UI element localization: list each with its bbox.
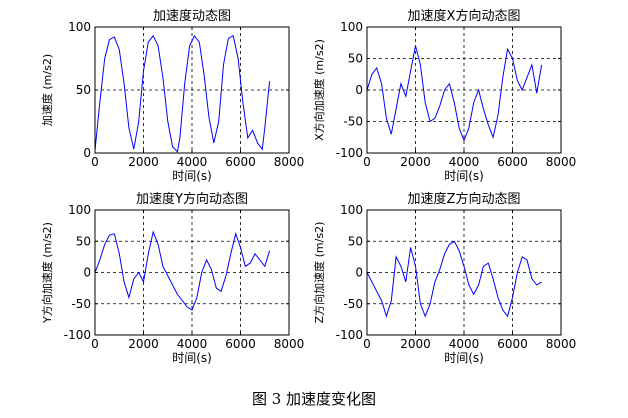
x-axis-label: 时间(s): [444, 169, 484, 183]
x-tick-label: 8000: [546, 337, 577, 351]
y-tick-label: 100: [340, 203, 363, 217]
y-axis-label: Y方向加速度 (m/s2): [40, 222, 54, 324]
y-tick-label: 0: [83, 266, 91, 280]
subplot-3: 0 2000 4000 6000 8000 -100 -50 0 50 100 加速度Y方向动态图时…: [40, 191, 304, 365]
y-tick-label: 50: [348, 234, 363, 248]
x-tick-label: 0: [91, 337, 99, 351]
x-tick-label: 2000: [128, 337, 159, 351]
x-tick-label: 2000: [400, 155, 431, 169]
x-tick-label: 0: [91, 155, 99, 169]
x-tick-label: 6000: [497, 155, 528, 169]
y-tick-label: -50: [71, 297, 91, 311]
x-tick-label: 0: [363, 337, 371, 351]
series-line-1: [94, 34, 271, 153]
x-tick-label: 6000: [225, 155, 256, 169]
y-tick-label: 100: [68, 203, 91, 217]
subplot-2: 0 2000 4000 6000 8000 -100 -50 0 50 100 加速度X方向动态图时…: [312, 8, 576, 183]
x-tick-label: 8000: [274, 337, 305, 351]
y-tick-label: 100: [340, 20, 363, 34]
x-tick-label: 2000: [400, 337, 431, 351]
chart-title: 加速度X方向动态图: [408, 8, 521, 24]
x-tick-label: 6000: [497, 337, 528, 351]
y-tick-label: 50: [76, 234, 91, 248]
series-line-1: [94, 230, 271, 311]
y-tick-label: 0: [355, 266, 363, 280]
figure-caption: 图 3 加速度变化图: [251, 390, 377, 408]
x-tick-label: 8000: [546, 155, 577, 169]
x-tick-label: 4000: [177, 155, 208, 169]
x-tick-label: 6000: [225, 337, 256, 351]
x-tick-label: 4000: [177, 337, 208, 351]
x-axis-label: 时间(s): [444, 351, 484, 365]
series-line-1: [366, 45, 543, 142]
x-tick-label: 0: [363, 155, 371, 169]
y-tick-label: -100: [64, 328, 91, 342]
x-tick-label: 4000: [449, 337, 480, 351]
y-axis-label: 加速度 (m/s2): [40, 54, 54, 126]
series-line-1: [366, 240, 542, 318]
y-tick-label: -50: [343, 297, 363, 311]
chart-title: 加速度动态图: [153, 8, 231, 24]
y-tick-label: 100: [68, 20, 91, 34]
chart-title: 加速度Z方向动态图: [408, 191, 521, 207]
y-tick-label: 50: [348, 52, 363, 66]
y-tick-label: 0: [83, 146, 91, 160]
x-tick-label: 8000: [274, 155, 305, 169]
subplot-4: 0 2000 4000 6000 8000 -100 -50 0 50 100 加速度Z方向动态图时…: [312, 191, 576, 365]
x-axis-label: 时间(s): [172, 351, 212, 365]
x-axis-label: 时间(s): [172, 169, 212, 183]
y-tick-label: -50: [343, 115, 363, 129]
x-tick-label: 2000: [128, 155, 159, 169]
y-tick-label: -100: [336, 146, 363, 160]
y-tick-label: 50: [76, 83, 91, 97]
y-tick-label: -100: [336, 328, 363, 342]
x-tick-label: 4000: [449, 155, 480, 169]
y-axis-label: Z方向加速度 (m/s2): [312, 222, 326, 324]
chart-title: 加速度Y方向动态图: [136, 191, 248, 207]
y-tick-label: 0: [355, 83, 363, 97]
y-axis-label: X方向加速度 (m/s2): [312, 39, 326, 141]
